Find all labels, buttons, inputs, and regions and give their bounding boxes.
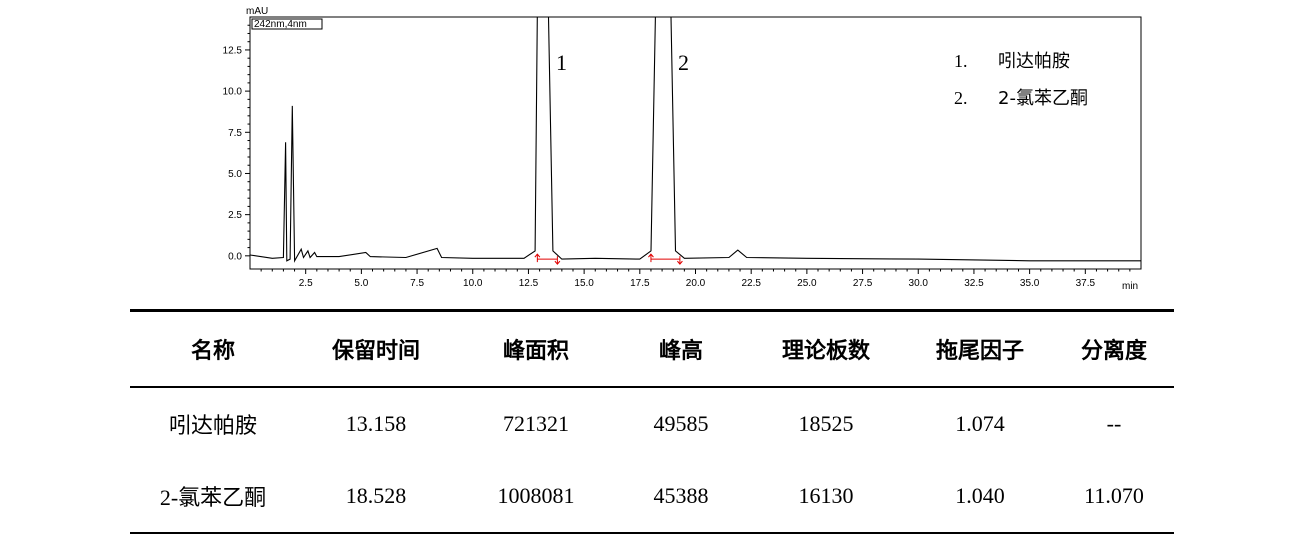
header-tailing-factor: 拖尾因子: [906, 309, 1054, 388]
header-retention-time: 保留时间: [296, 309, 456, 388]
x-tick-label: 15.0: [574, 278, 594, 289]
x-tick-label: 5.0: [354, 278, 368, 289]
integration-arrowhead: [677, 260, 683, 265]
x-tick-label: 30.0: [909, 278, 929, 289]
header-resolution: 分离度: [1054, 309, 1174, 388]
y-tick-label: 0.0: [228, 251, 242, 262]
y-tick-label: 10.0: [223, 87, 243, 98]
cell-peak-area: 1008081: [456, 460, 616, 534]
integration-markers: [534, 253, 683, 265]
x-tick-label: 35.0: [1020, 278, 1040, 289]
y-tick-label: 12.5: [223, 45, 243, 56]
y-axis: 0.0 2.5 5.0 7.5 10.0 12.5: [223, 24, 250, 262]
y-unit-label: mAU: [246, 6, 268, 17]
legend-index-2: 2.: [954, 88, 968, 108]
integration-arrowhead: [648, 253, 654, 258]
cell-tailing-factor: 1.074: [955, 411, 1005, 436]
chromatogram: mAU 242nm,4nm min 0.02.55.07.510.012.5 2…: [223, 6, 1142, 292]
cell-plate-count: 18525: [798, 411, 854, 436]
cell-resolution: --: [1106, 411, 1122, 436]
x-tick-label: 20.0: [686, 278, 706, 289]
peak-label-2: 2: [678, 50, 689, 75]
x-tick-label: 27.5: [853, 278, 873, 289]
integration-arrowhead: [554, 260, 561, 265]
cell-name: 2-氯苯乙酮: [130, 460, 296, 534]
table-row: 2-氯苯乙酮 18.528 1008081 45388 16130 1.040 …: [130, 460, 1174, 534]
x-tick-label: 22.5: [741, 278, 761, 289]
results-table: 名称 保留时间 峰面积 峰高 理论板数 拖尾因子 分离度 吲达帕胺 13.158…: [130, 309, 1174, 534]
x-tick-label: 37.5: [1076, 278, 1096, 289]
table-row: 吲达帕胺 13.158 721321 49585 18525 1.074 --: [130, 387, 1174, 460]
x-axis: 2.5 5.0 7.5 10.0 12.5 15.0 17.5 20.0 22.5 25.0 27.…: [260, 269, 1131, 289]
header-plate-count: 理论板数: [746, 309, 906, 388]
cell-tailing-factor: 1.040: [906, 460, 1054, 534]
header-name: 名称: [130, 309, 296, 388]
legend-compound-1: 吲达帕胺: [998, 51, 1070, 72]
cell-retention-time: 18.528: [296, 460, 456, 534]
x-tick-label: 10.0: [463, 278, 483, 289]
channel-label: 242nm,4nm: [254, 19, 307, 30]
legend-compound-2: 2-氯苯乙酮: [998, 88, 1088, 109]
header-peak-height: 峰高: [616, 309, 746, 388]
y-tick-label: 2.5: [228, 210, 242, 221]
cell-resolution: 11.070: [1054, 460, 1174, 534]
cell-peak-height: 45388: [616, 460, 746, 534]
cell-retention-time: 13.158: [345, 411, 407, 436]
header-peak-area: 峰面积: [456, 309, 616, 388]
integration-arrowhead: [534, 253, 541, 258]
legend: 1. 吲达帕胺 2. 2-氯苯乙酮: [954, 51, 1088, 109]
y-tick-label: 7.5: [228, 128, 242, 139]
legend-index-1: 1.: [954, 51, 968, 71]
x-tick-label: 17.5: [630, 278, 650, 289]
cell-peak-height: 49585: [653, 411, 709, 436]
y-tick-label: 5.0: [228, 169, 242, 180]
chromatogram-trace: [249, 16, 1141, 263]
table-header-row: 名称 保留时间 峰面积 峰高 理论板数 拖尾因子 分离度: [130, 309, 1174, 388]
peak-label-1: 1: [556, 50, 567, 75]
x-unit-label: min: [1122, 281, 1138, 292]
channel-box: [251, 18, 323, 30]
x-tick-label: 12.5: [519, 278, 539, 289]
cell-name: 吲达帕胺: [168, 413, 257, 438]
x-tick-label: 32.5: [964, 278, 984, 289]
x-tick-label: 25.0: [797, 278, 817, 289]
cell-plate-count: 16130: [746, 460, 906, 534]
x-tick-label: 7.5: [410, 278, 424, 289]
x-tick-label: 2.5: [299, 278, 313, 289]
cell-peak-area: 721321: [503, 411, 569, 436]
